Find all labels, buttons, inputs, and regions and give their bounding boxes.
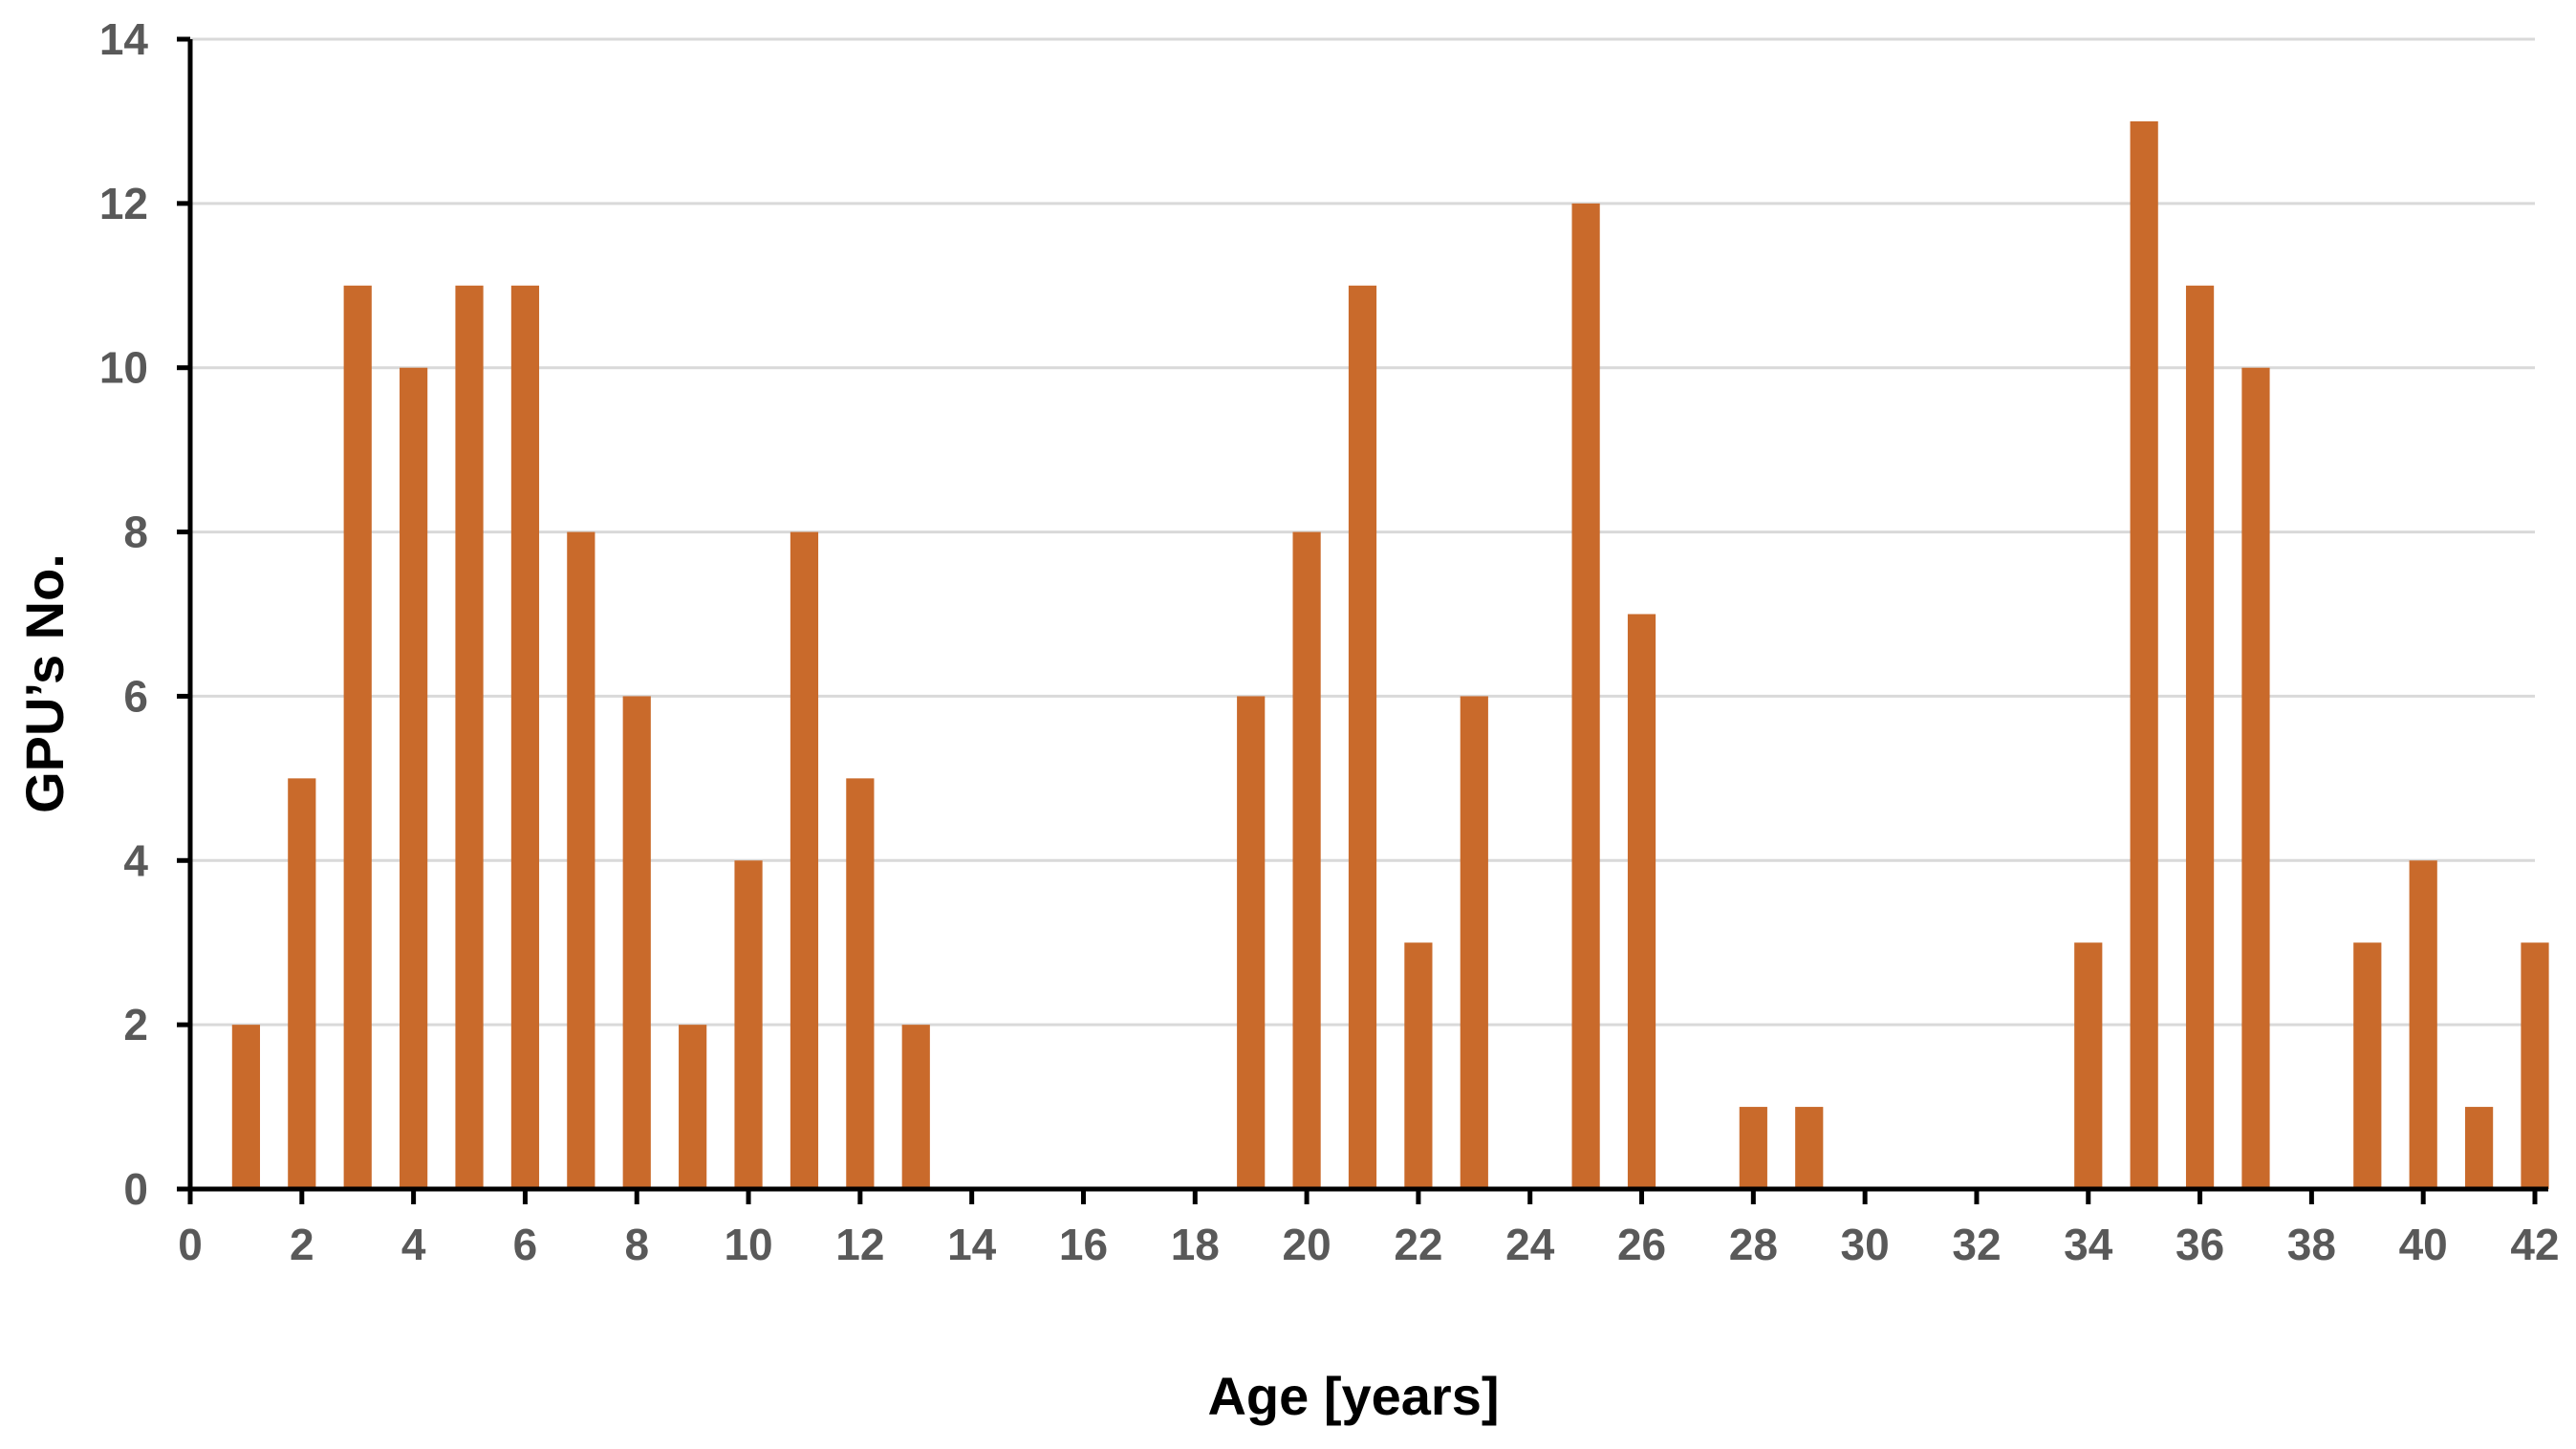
bar: [846, 778, 875, 1189]
bars: [231, 120, 2549, 1189]
y-tick-label: 2: [123, 1000, 148, 1049]
bar: [231, 1025, 261, 1189]
bar: [790, 531, 819, 1189]
x-tick-label: 24: [1505, 1220, 1555, 1269]
bar: [1795, 1107, 1824, 1189]
bar: [901, 1025, 930, 1189]
x-tick-label: 30: [1841, 1220, 1890, 1269]
bar: [2185, 285, 2215, 1189]
bar: [2464, 1107, 2494, 1189]
x-tick-label: 14: [947, 1220, 997, 1269]
x-tick-label: 18: [1171, 1220, 1220, 1269]
bar: [343, 285, 372, 1189]
bar: [734, 860, 763, 1189]
bar: [1739, 1107, 1767, 1189]
bar: [288, 778, 316, 1189]
y-tick-label: 10: [99, 343, 148, 393]
y-tick-label: 14: [99, 14, 149, 64]
x-tick-labels: 0 2 4 6 8 10 12 14 16 18 20 22 24 26 28 30 32 34 36 38 40 42: [178, 1220, 2559, 1269]
x-tick-label: 26: [1617, 1220, 1666, 1269]
x-tick-label: 32: [1952, 1220, 2001, 1269]
x-tick-label: 34: [2064, 1220, 2113, 1269]
bar: [400, 367, 428, 1189]
x-tick-label: 42: [2510, 1220, 2559, 1269]
x-tick-label: 0: [178, 1220, 203, 1269]
y-axis-title: GPU’s No.: [14, 553, 75, 813]
bar: [679, 1025, 707, 1189]
bar: [2409, 860, 2437, 1189]
x-tick-label: 36: [2176, 1220, 2224, 1269]
y-tick-label: 0: [123, 1164, 148, 1214]
y-tick-labels: 0 2 4 6 8 10 12 14: [99, 14, 149, 1214]
x-tick-label: 2: [290, 1220, 314, 1269]
bar: [2353, 942, 2382, 1189]
bar: [2130, 120, 2158, 1189]
bar: [510, 285, 540, 1189]
y-tick-label: 6: [123, 671, 148, 721]
bar: [1571, 203, 1600, 1189]
bar: [622, 696, 651, 1189]
y-tick-label: 8: [123, 508, 148, 557]
x-tick-label: 10: [724, 1220, 772, 1269]
x-tick-label: 6: [513, 1220, 538, 1269]
bar: [567, 531, 595, 1189]
x-tick-label: 16: [1059, 1220, 1108, 1269]
y-tick-label: 4: [123, 835, 148, 885]
x-tick-label: 12: [835, 1220, 884, 1269]
bar: [2241, 367, 2270, 1189]
bar: [2074, 942, 2103, 1189]
x-tick-label: 38: [2287, 1220, 2336, 1269]
x-tick-label: 4: [401, 1220, 426, 1269]
axes: [177, 36, 2548, 1204]
y-tick-label: 12: [99, 179, 148, 228]
bar: [1292, 531, 1321, 1189]
x-tick-label: 22: [1394, 1220, 1442, 1269]
bar: [1404, 942, 1433, 1189]
bar: [455, 285, 484, 1189]
bar: [1460, 696, 1488, 1189]
bar: [1627, 614, 1656, 1189]
x-axis-title: Age [years]: [1207, 1366, 1499, 1426]
bar: [1237, 696, 1266, 1189]
x-tick-label: 20: [1283, 1220, 1331, 1269]
bar: [2521, 942, 2549, 1189]
x-tick-label: 28: [1729, 1220, 1778, 1269]
x-tick-label: 8: [624, 1220, 649, 1269]
bar: [1348, 285, 1377, 1189]
x-tick-label: 40: [2399, 1220, 2448, 1269]
